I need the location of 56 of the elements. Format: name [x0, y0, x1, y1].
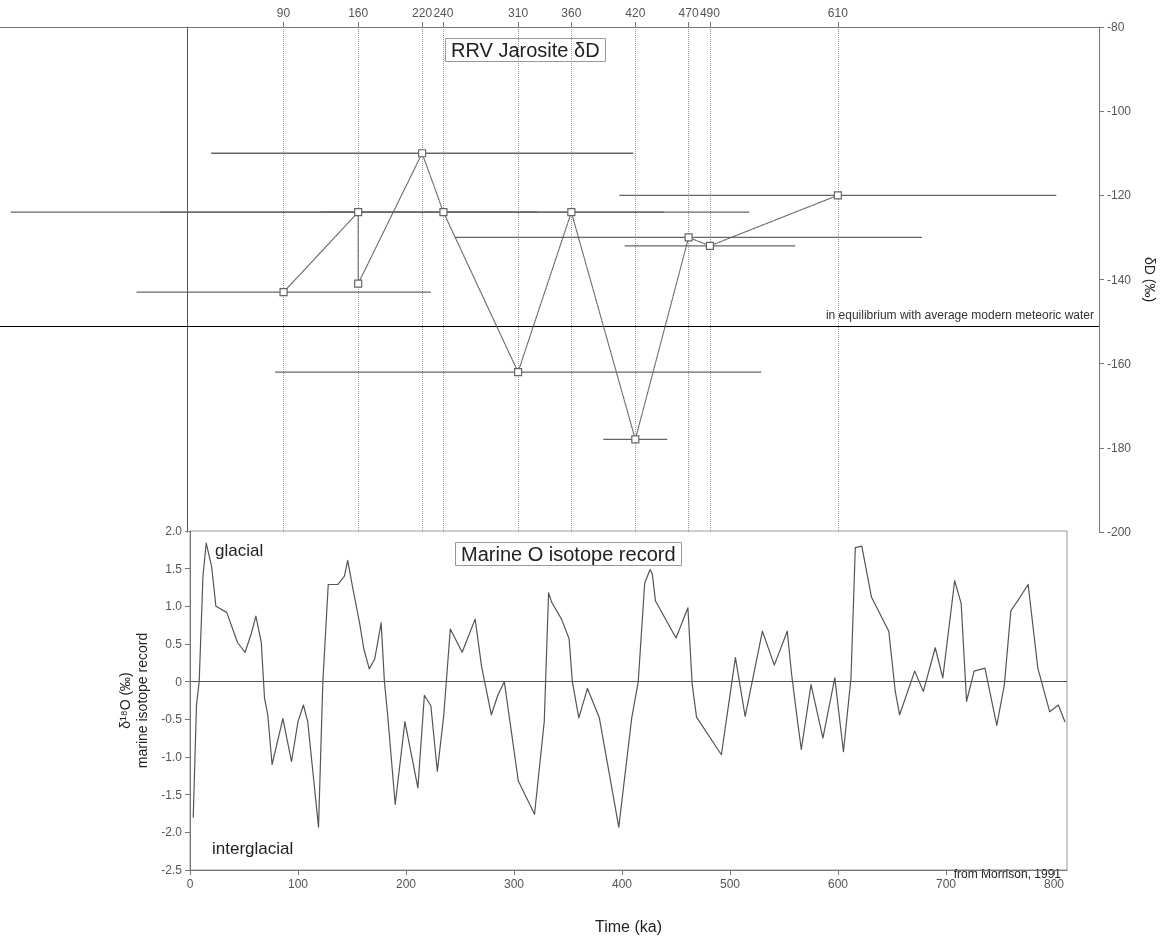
y-tick-label: -80: [1107, 20, 1125, 34]
y-tick-label: 0.5: [165, 637, 183, 651]
y-tick-label: -1.0: [161, 750, 183, 764]
x-tick-label: 400: [612, 877, 633, 891]
point: [279, 288, 288, 297]
point: [418, 149, 427, 158]
text: Marine O isotope record: [461, 543, 676, 565]
y-tick-label: 1.0: [165, 599, 183, 614]
y-tick-label: -140: [1107, 272, 1132, 287]
x-tick-label: 310: [508, 6, 529, 20]
y-tick-label: -200: [1107, 525, 1132, 539]
y-tick-label: -2.0: [161, 825, 183, 840]
y-tick-label: -120: [1107, 188, 1132, 203]
x-tick-label: 200: [395, 877, 417, 891]
x-tick-label: 90: [276, 6, 291, 20]
y-tick-label: -1.5: [161, 787, 183, 802]
point: [684, 233, 693, 242]
point: [833, 191, 842, 200]
point: [513, 367, 523, 377]
annotation: glacial: [215, 541, 264, 560]
x-tick-label: 490: [699, 6, 721, 20]
ref-line-label: in equilibrium with average modern meteoric water: [825, 307, 1094, 322]
y-tick-label: 0: [175, 674, 183, 689]
x-tick-label: 160: [348, 6, 369, 20]
point: [354, 279, 363, 288]
y-axis-title: δ¹⁸O (‰) marine isotope record: [116, 632, 150, 769]
line-series: [192, 542, 1066, 828]
point: [705, 241, 715, 250]
y-tick-label: -180: [1107, 440, 1132, 455]
x-tick-label: 0: [186, 877, 194, 891]
annotation: interglacial: [212, 839, 294, 858]
x-tick-label: 100: [287, 877, 309, 891]
point: [354, 208, 363, 217]
y-tick-label: 1.5: [165, 561, 183, 576]
text: RRV Jarosite δD: [451, 39, 600, 61]
y-tick-label: 2.0: [165, 524, 183, 538]
x-tick-label: 500: [720, 877, 741, 891]
x-tick-label: 800: [1044, 877, 1065, 891]
x-tick-label: 700: [936, 877, 957, 891]
y-tick-label: -100: [1107, 104, 1132, 119]
point: [439, 208, 448, 217]
y-tick-label: -160: [1107, 356, 1132, 371]
y-tick-label: -0.5: [161, 712, 183, 727]
x-tick-label: 470: [678, 6, 699, 20]
x-tick-label: 610: [827, 6, 849, 20]
x-tick-label: 420: [625, 6, 646, 20]
point: [567, 208, 576, 217]
y-axis-title: δD (‰): [1142, 256, 1159, 303]
x-tick-label: 240: [433, 6, 454, 20]
point: [631, 435, 640, 444]
x-tick-label: 600: [828, 877, 849, 891]
x-tick-label: 220: [412, 6, 433, 20]
x-tick-label: 360: [561, 6, 582, 20]
x-axis-title: Time (ka): [595, 917, 662, 935]
y-tick-label: -2.5: [161, 863, 183, 877]
x-tick-label: 300: [504, 877, 525, 891]
